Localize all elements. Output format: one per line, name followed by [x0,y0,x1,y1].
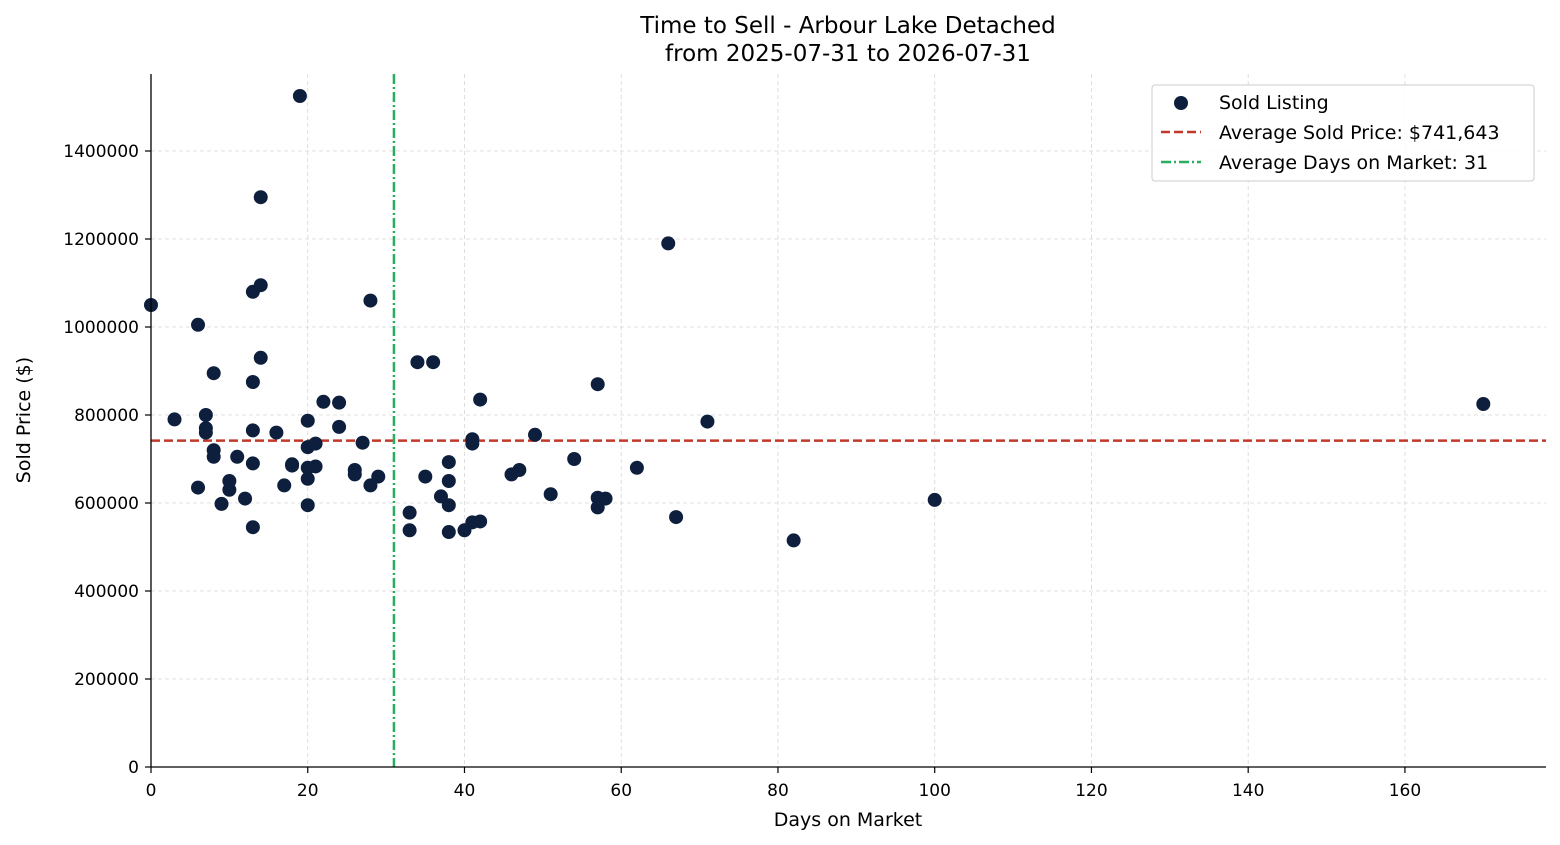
data-point [700,414,715,429]
legend-label-avg-days: Average Days on Market: 31 [1219,152,1488,174]
data-point [245,456,260,471]
y-tick-label: 800000 [74,406,139,426]
data-point [355,435,370,450]
data-point [316,394,331,409]
data-point [332,395,347,410]
data-point [402,523,417,538]
data-point [214,496,229,511]
data-point [230,449,245,464]
data-point [206,449,221,464]
x-tick-label: 120 [1075,781,1107,801]
y-tick-label: 200000 [74,670,139,690]
data-point [245,423,260,438]
data-point [347,467,362,482]
axes [150,74,1546,768]
legend-label-avg-price: Average Sold Price: $741,643 [1219,122,1500,144]
y-tick-label: 1200000 [63,230,139,250]
chart-subtitle: from 2025-07-31 to 2026-07-31 [665,41,1031,67]
chart-title: Time to Sell - Arbour Lake Detached [639,13,1055,39]
data-point [418,469,433,484]
data-point [253,190,268,205]
data-point [300,413,315,428]
x-tick-label: 20 [297,781,319,801]
data-point [167,412,182,427]
data-point [473,514,488,529]
grid-layer [150,74,1546,768]
data-point [441,525,456,540]
data-point [402,505,417,520]
data-point [308,436,323,451]
x-tick-label: 60 [610,781,632,801]
legend-marker-sold-listing [1174,96,1188,110]
data-point [473,392,488,407]
data-point [222,482,237,497]
data-point [191,317,206,332]
data-point [206,366,221,381]
data-point [277,478,292,493]
data-point [371,469,386,484]
data-point [410,355,425,370]
data-point [300,471,315,486]
data-point [253,278,268,293]
data-point [661,236,676,251]
data-point [629,460,644,475]
data-point [245,375,260,389]
data-point [1476,397,1491,411]
data-point [927,492,942,507]
data-point [669,510,684,525]
y-tick-label: 1400000 [63,142,139,162]
data-point [269,425,284,440]
y-tick-label: 400000 [74,582,139,602]
x-tick-label: 80 [767,781,789,801]
x-tick-label: 160 [1389,781,1421,801]
data-point [198,425,213,440]
data-point [567,452,582,466]
legend-box [1151,84,1535,182]
data-point [300,498,315,513]
data-point [292,89,307,103]
data-point [191,480,206,495]
data-point [590,377,605,392]
legend-label-sold-listing: Sold Listing [1219,92,1329,114]
x-tick-label: 100 [918,781,950,801]
data-point [253,350,268,365]
data-point [441,455,456,470]
data-point [426,355,441,370]
x-tick-label: 40 [454,781,476,801]
y-tick-label: 600000 [74,494,139,514]
data-point [441,474,456,488]
data-point [465,436,480,451]
data-point [332,419,347,434]
data-point [598,491,613,506]
y-axis-label: Sold Price ($) [13,357,35,483]
data-point [512,463,527,477]
y-tick-label: 0 [128,758,139,778]
data-point [786,533,801,548]
data-point [238,491,253,506]
x-tick-label: 0 [146,781,157,801]
data-points [144,89,1491,548]
x-tick-label: 140 [1232,781,1264,801]
data-point [543,487,558,502]
reference-lines [151,74,1546,767]
legend: Sold Listing Average Sold Price: $741,64… [1151,84,1535,182]
x-axis-label: Days on Market [774,809,922,831]
data-point [528,427,543,442]
data-point [198,408,213,422]
data-point [308,459,323,474]
data-point [245,520,260,535]
data-point [441,498,456,513]
tick-labels: 0 20 40 60 80 100 120 140 160 0 200000 400000 600000… [63,142,1421,801]
data-point [285,458,300,473]
data-point [363,293,378,308]
y-tick-label: 1000000 [63,318,139,338]
